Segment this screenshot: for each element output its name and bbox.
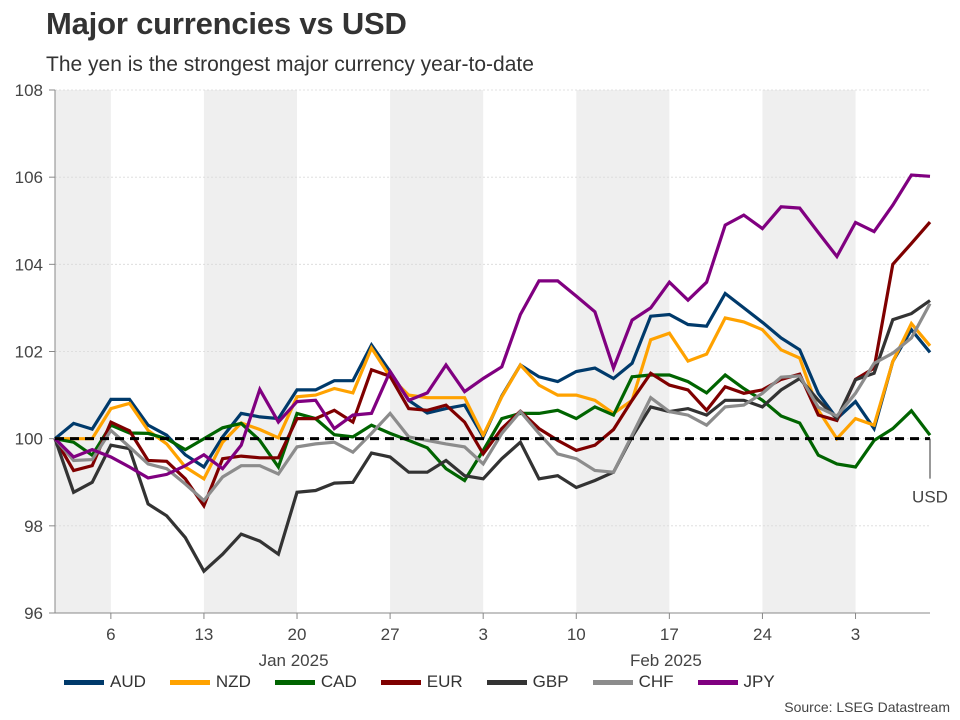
series-line-chf [53, 302, 932, 503]
month-label: Feb 2025 [630, 651, 702, 670]
x-tick-label: 17 [660, 625, 679, 644]
legend-label: AUD [110, 672, 146, 691]
chart-subtitle: The yen is the strongest major currency … [46, 53, 534, 76]
y-tick-label: 108 [15, 81, 43, 100]
month-label: Jan 2025 [259, 651, 329, 670]
legend-swatch [697, 679, 738, 685]
legend-item-nzd: NZD [169, 672, 251, 692]
x-tick-label: 13 [194, 625, 213, 644]
axes: 96 98 100 102 104 106 108 6 13 20 27 3 10 17 24 3 Jan 20… [15, 81, 930, 670]
legend-item-cad: CAD [274, 672, 357, 692]
legend-swatch [274, 679, 315, 685]
x-tick-label: 24 [753, 625, 772, 644]
legend-swatch [592, 679, 633, 685]
y-tick-label: 102 [15, 343, 43, 362]
x-tick-label: 6 [106, 625, 115, 644]
legend-label: GBP [532, 672, 569, 691]
series-line-cad [54, 372, 932, 483]
legend-item-gbp: GBP [486, 672, 569, 692]
x-tick-label: 3 [851, 625, 860, 644]
y-tick-label: 96 [24, 604, 43, 623]
legend-label: EUR [426, 672, 463, 691]
series-lines [53, 173, 932, 574]
legend-label: CAD [320, 672, 357, 691]
legend-item-chf: CHF [592, 672, 674, 692]
y-tick-label: 104 [15, 255, 43, 274]
usd-baseline: USD [55, 437, 948, 507]
y-tick-label: 106 [15, 168, 43, 187]
x-tick-label: 3 [478, 625, 487, 644]
chart-title: Major currencies vs USD [46, 6, 407, 41]
series-line-jpy [53, 173, 931, 480]
legend-label: NZD [215, 672, 251, 691]
legend-item-jpy: JPY [697, 672, 775, 692]
legend-swatch [169, 679, 210, 685]
legend: AUD NZD CAD EUR GBP CHF JPY [64, 672, 799, 692]
x-tick-label: 27 [381, 625, 400, 644]
series-line-nzd [55, 316, 932, 482]
legend-item-eur: EUR [380, 672, 463, 692]
legend-label: JPY [743, 672, 775, 691]
x-tick-label: 10 [567, 625, 586, 644]
usd-label: USD [912, 488, 948, 507]
y-tick-label: 98 [24, 517, 43, 536]
legend-item-aud: AUD [64, 672, 146, 692]
y-tick-label: 100 [15, 430, 43, 449]
x-tick-label: 20 [288, 625, 307, 644]
series-line-gbp [53, 299, 931, 574]
legend-swatch [486, 679, 527, 685]
legend-swatch [380, 679, 421, 685]
legend-label: CHF [638, 672, 674, 691]
legend-swatch [64, 679, 104, 685]
source-note: Source: LSEG Datastream [784, 699, 950, 715]
